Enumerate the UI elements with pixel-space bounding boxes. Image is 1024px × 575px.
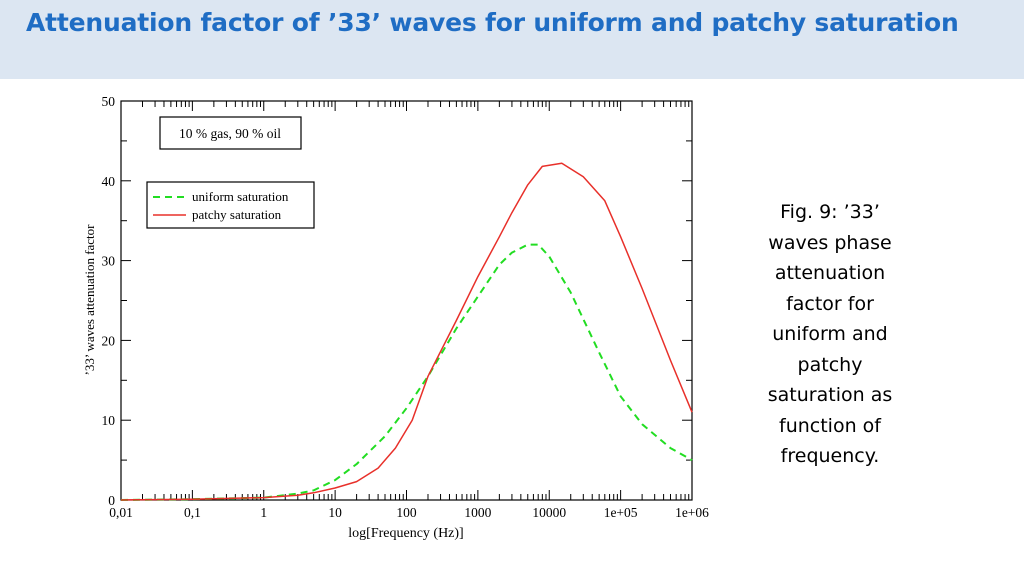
annotation-text: 10 % gas, 90 % oil — [179, 126, 281, 141]
y-tick-label: 50 — [102, 94, 116, 109]
title-bar: Attenuation factor of ’33’ waves for uni… — [0, 0, 1024, 79]
x-tick-label: 1e+06 — [675, 505, 709, 520]
y-tick-label: 0 — [108, 493, 115, 508]
y-tick-label: 10 — [102, 413, 116, 428]
series-line-patchy — [120, 162, 693, 501]
x-tick-label: 1000 — [464, 505, 491, 520]
figure-caption: Fig. 9: ’33’ waves phase attenuation fac… — [767, 201, 893, 467]
x-tick-label: 0,1 — [184, 505, 201, 520]
series-lines — [120, 162, 693, 501]
x-tick-label: 1e+05 — [604, 505, 638, 520]
plot-frame — [120, 100, 693, 501]
y-axis-label: ’33’ waves attenuation factor — [82, 224, 97, 376]
minor-ticks — [121, 101, 692, 500]
y-tick-label: 20 — [102, 333, 116, 348]
y-tick-labels: 0 10 20 30 40 50 — [102, 94, 116, 508]
x-tick-label: 10 — [328, 505, 342, 520]
x-axis-label: log[Frequency (Hz)] — [348, 526, 463, 541]
x-tick-label: 10000 — [532, 505, 566, 520]
annotation-box — [159, 116, 302, 150]
x-tick-labels: 0,01 0,1 1 10 100 1000 10000 1e+05 1e+06 — [109, 505, 709, 520]
y-tick-label: 40 — [102, 174, 116, 189]
legend-label-patchy: patchy saturation — [192, 207, 282, 222]
series-line-uniform — [120, 243, 693, 501]
x-tick-label: 0,01 — [109, 505, 133, 520]
legend-label-uniform: uniform saturation — [192, 189, 289, 204]
slide-title: Attenuation factor of ’33’ waves for uni… — [26, 8, 959, 37]
y-tick-label: 30 — [102, 254, 116, 269]
x-tick-label: 1 — [260, 505, 267, 520]
major-ticks — [120, 100, 693, 501]
x-tick-label: 100 — [396, 505, 417, 520]
legend-box — [146, 181, 315, 229]
